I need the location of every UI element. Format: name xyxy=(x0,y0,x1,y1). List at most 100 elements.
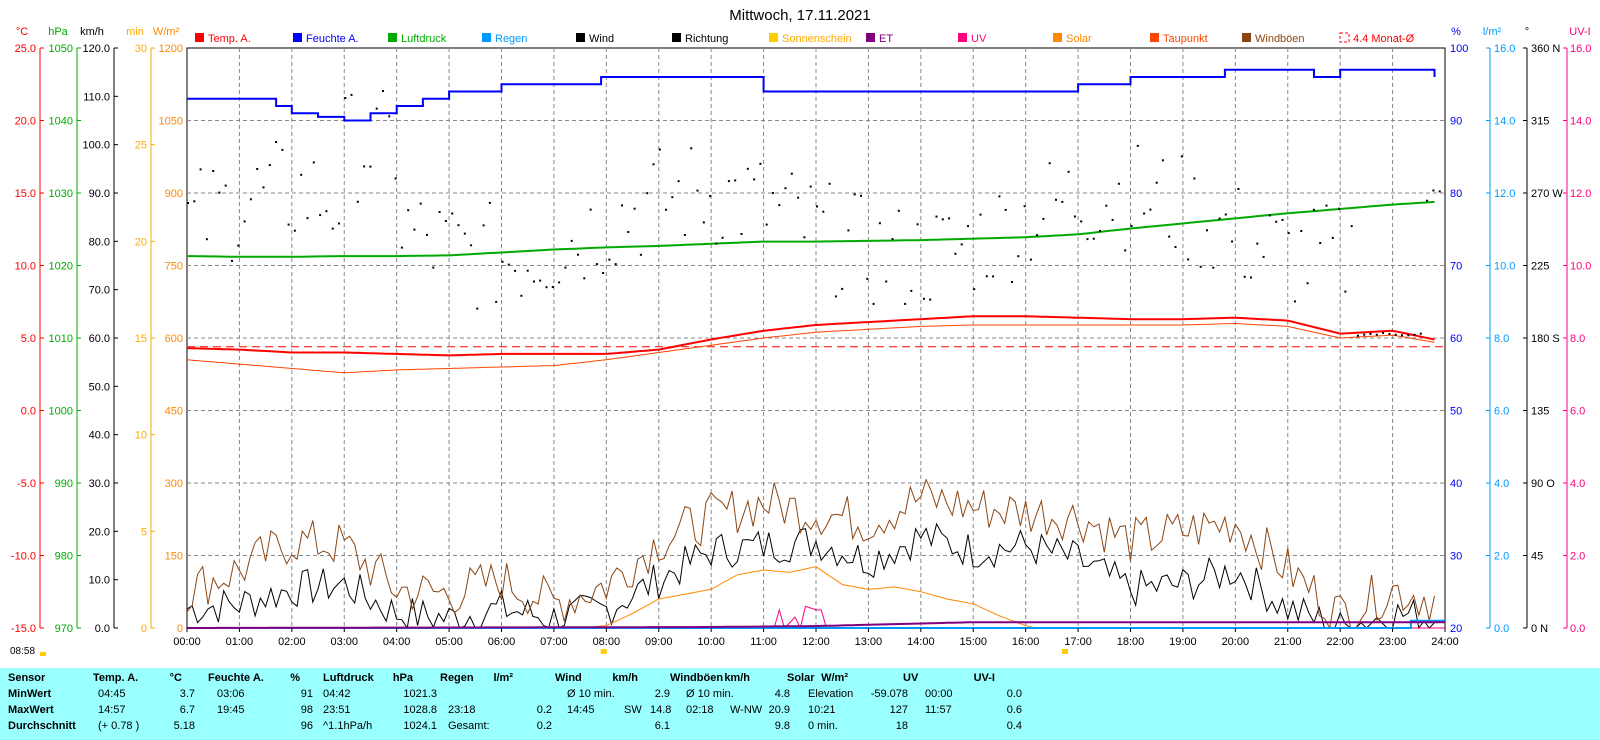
rain-tick-label: 8.0 xyxy=(1494,333,1509,345)
wind-direction-point xyxy=(520,294,523,297)
stats-header: Feuchte A. xyxy=(208,672,264,684)
uv-tick-label: 0.0 xyxy=(1570,623,1585,635)
x-tick-label: 22:00 xyxy=(1326,636,1354,648)
wind-direction-point xyxy=(759,162,762,165)
stats-wind-time: Ø 10 min. xyxy=(567,688,615,700)
uv-tick-label: 6.0 xyxy=(1570,406,1585,418)
stats-solar-value: -59.078 xyxy=(870,688,908,700)
wind-direction-point xyxy=(621,204,623,207)
wind-direction-point xyxy=(746,167,749,170)
temp-tick-label: 25.0 xyxy=(15,43,36,55)
stats-wind-direction: SW xyxy=(624,704,642,716)
legend-label: Richtung xyxy=(685,33,728,45)
x-axis: 00:00 01:00 02:00 03:00 04:00 05:00 06:00 07:00… xyxy=(10,628,1459,657)
legend-label: Temp. A. xyxy=(208,33,251,45)
wind-direction-point xyxy=(608,258,611,261)
wind-direction-point xyxy=(727,180,730,183)
temp-tick-label: 0.0 xyxy=(21,406,36,418)
direction-tick-label: 225 xyxy=(1531,261,1549,273)
wind-direction-point xyxy=(287,223,290,226)
wind-direction-point xyxy=(382,90,384,92)
x-tick-label: 11:00 xyxy=(750,636,777,648)
x-tick-label: 24:00 xyxy=(1431,636,1459,648)
solar-tick-label: 1050 xyxy=(159,116,183,128)
wind-direction-point xyxy=(803,236,806,239)
x-tick-label: 23:00 xyxy=(1379,636,1407,648)
stats-uv-value: 0.6 xyxy=(1006,704,1022,716)
wind-tick-label: 70.0 xyxy=(89,285,110,297)
legend-label: Luftdruck xyxy=(401,33,447,45)
wind-direction-point xyxy=(734,179,737,182)
stats-solar-time: 0 min. xyxy=(808,720,838,732)
legend-swatch xyxy=(1242,33,1251,42)
wind-tick-label: 30.0 xyxy=(89,478,110,490)
wind-direction-point xyxy=(1338,207,1341,210)
wind-tick-label: 100.0 xyxy=(82,140,110,152)
wind-direction-point xyxy=(658,148,661,151)
series-line-wind xyxy=(186,522,1435,630)
wind-direction-point xyxy=(1136,144,1139,147)
wind-direction-point xyxy=(709,195,712,198)
wind-direction-point xyxy=(627,231,630,233)
wind-direction-point xyxy=(1407,334,1410,337)
stats-temp-value: 5.18 xyxy=(173,720,195,732)
wind-direction-point xyxy=(665,208,667,211)
rain-tick-label: 6.0 xyxy=(1494,406,1509,418)
wind-tick-label: 10.0 xyxy=(89,575,110,587)
stats-gust-value: 9.8 xyxy=(774,720,790,732)
wind-direction-point xyxy=(577,253,579,256)
wind-direction-point xyxy=(683,234,686,236)
wind-direction-point xyxy=(1294,300,1296,303)
pressure-tick-label: 990 xyxy=(55,478,73,490)
wind-direction-point xyxy=(1394,333,1397,336)
wind-direction-point xyxy=(1023,205,1026,208)
x-tick-label: 09:00 xyxy=(645,636,673,648)
wind-direction-point xyxy=(457,224,460,227)
legend: Temp. A. Feuchte A. Luftdruck Regen Wind Rich… xyxy=(195,32,1415,45)
x-tick-label: 14:00 xyxy=(907,636,935,648)
wind-direction-point xyxy=(375,107,378,110)
wind-direction-point xyxy=(1155,181,1158,184)
stats-gust-time: Ø 10 min. xyxy=(686,688,734,700)
wind-direction-point xyxy=(715,242,718,245)
sun-indicator xyxy=(40,652,46,656)
stats-wind-value: 14.8 xyxy=(650,704,672,716)
wind-direction-point xyxy=(1011,281,1013,283)
pressure-tick-label: 1010 xyxy=(49,333,73,345)
rain-unit-label: l/m² xyxy=(1483,26,1502,38)
wind-direction-point xyxy=(639,253,642,256)
wind-direction-point xyxy=(356,200,359,203)
legend-swatch xyxy=(1053,33,1062,42)
wind-direction-point xyxy=(1086,238,1089,241)
temp-tick-label: -15.0 xyxy=(11,623,36,635)
wind-direction-point xyxy=(922,297,925,300)
x-tick-label: 21:00 xyxy=(1274,636,1302,648)
sunset-marker xyxy=(1061,649,1068,654)
wind-direction-point xyxy=(1061,200,1064,203)
x-tick-label: 12:00 xyxy=(802,636,830,648)
wind-direction-point xyxy=(338,222,340,225)
pressure-tick-label: 980 xyxy=(55,551,73,563)
wind-direction-point xyxy=(1117,182,1120,185)
minutes-unit-label: min xyxy=(126,26,144,38)
wind-direction-point xyxy=(1312,208,1315,211)
wind-direction-point xyxy=(501,260,504,263)
stats-humidity-value: 98 xyxy=(300,704,313,716)
stats-wind-value: 2.9 xyxy=(654,688,670,700)
wind-direction-point xyxy=(1055,198,1057,201)
humidity-tick-label: 20 xyxy=(1450,623,1462,635)
uv-tick-label: 10.0 xyxy=(1570,261,1591,273)
solar-tick-label: 0 xyxy=(177,623,183,635)
stats-uv-value: 0.4 xyxy=(1006,720,1022,732)
legend-label: Solar xyxy=(1066,33,1092,45)
minutes-tick-label: 25 xyxy=(135,140,147,152)
wind-direction-point xyxy=(583,277,586,280)
wind-direction-point xyxy=(860,194,862,197)
x-tick-label: 01:00 xyxy=(226,636,254,648)
wind-direction-point xyxy=(1111,218,1114,221)
wind-direction-point xyxy=(885,280,888,283)
wind-direction-point xyxy=(432,266,435,269)
legend-swatch xyxy=(576,33,585,42)
wind-direction-point xyxy=(407,209,410,212)
wind-direction-point xyxy=(841,287,844,290)
